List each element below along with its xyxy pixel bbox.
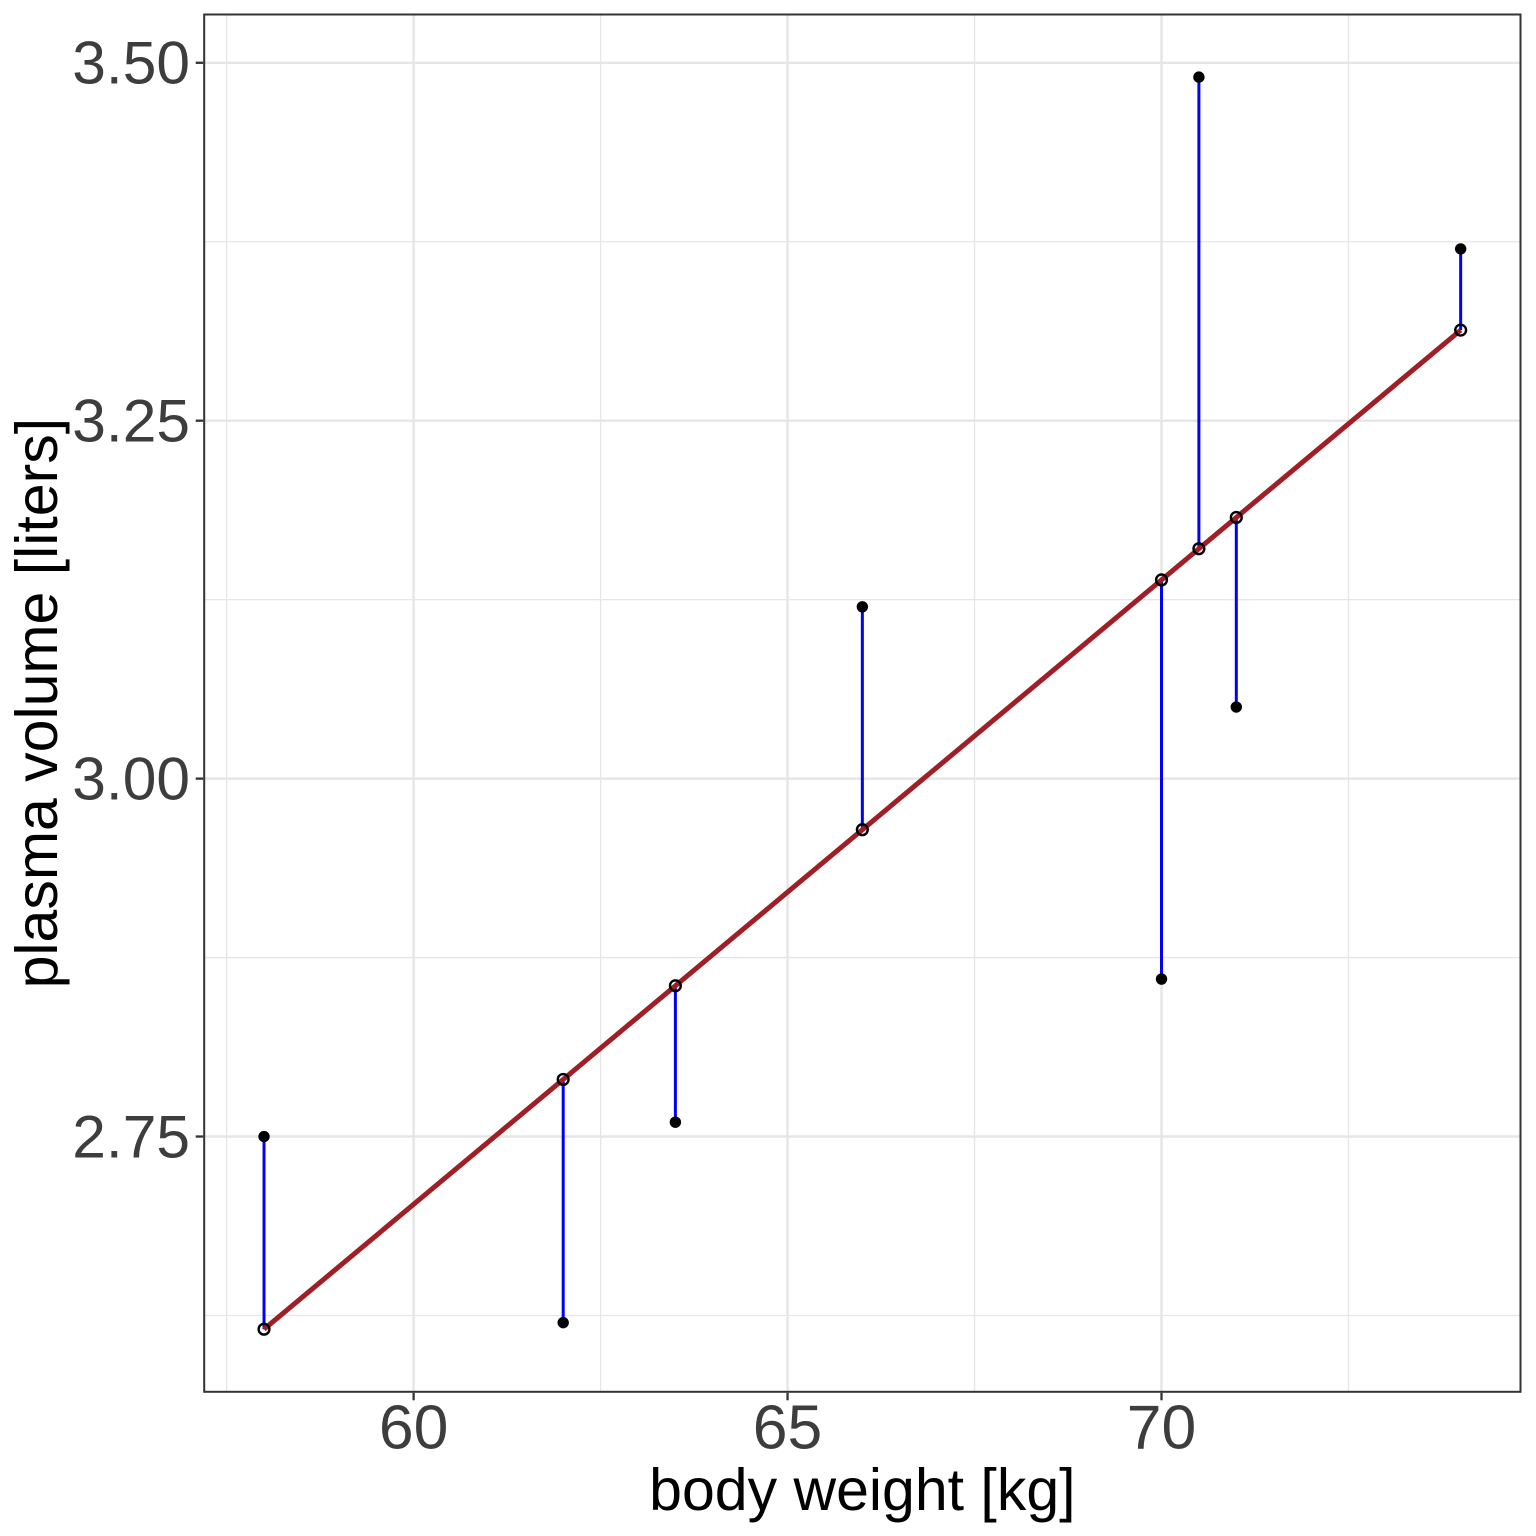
svg-text:plasma volume [liters]: plasma volume [liters]	[4, 418, 70, 989]
svg-text:65: 65	[753, 1393, 823, 1463]
svg-text:60: 60	[379, 1393, 449, 1463]
svg-text:2.75: 2.75	[72, 1102, 190, 1170]
svg-text:3.25: 3.25	[72, 387, 190, 455]
svg-text:3.50: 3.50	[72, 29, 190, 97]
svg-text:3.00: 3.00	[72, 744, 190, 812]
svg-text:body weight [kg]: body weight [kg]	[649, 1457, 1075, 1523]
svg-text:70: 70	[1127, 1393, 1197, 1463]
